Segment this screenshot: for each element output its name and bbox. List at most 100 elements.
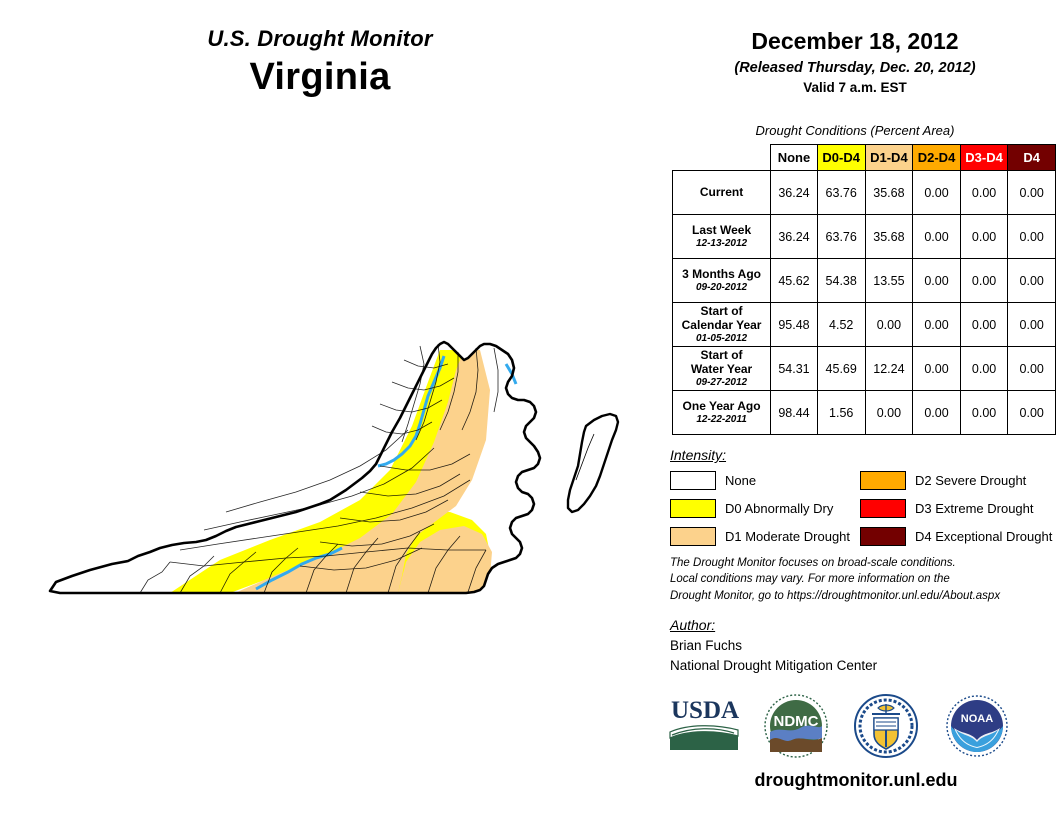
table-body: Current 36.24 63.76 35.68 0.00 0.00 0.00 Last W… xyxy=(671,170,1056,435)
legend-column-left: None D0 Abnormally Dry D1 Moderate Drought xyxy=(670,468,850,552)
column-header-d3: D3-D4 xyxy=(959,144,1009,171)
table-cell: 98.44 xyxy=(770,390,818,435)
table-cell: 4.52 xyxy=(816,302,866,347)
table-cell: 12.24 xyxy=(864,346,914,391)
report-header: December 18, 2012 (Released Thursday, De… xyxy=(666,28,1044,95)
row-date: 12-22-2011 xyxy=(696,414,747,426)
table-cell: 0.00 xyxy=(864,390,914,435)
table-corner-cell xyxy=(673,145,771,171)
disclaimer-line-3: Drought Monitor, go to https://droughtmo… xyxy=(670,589,1001,602)
table-cell: 45.69 xyxy=(816,346,866,391)
map-region-d1 xyxy=(235,350,492,593)
row-label: Current xyxy=(671,170,772,215)
table-row: 3 Months Ago 09-20-2012 45.62 54.38 13.55 0.0… xyxy=(671,258,1056,303)
table-row: Current 36.24 63.76 35.68 0.00 0.00 0.00 xyxy=(671,170,1056,215)
row-date: 01-05-2012 xyxy=(695,333,748,345)
table-cell: 63.76 xyxy=(816,170,866,215)
table-cell: 45.62 xyxy=(770,258,818,303)
legend-swatch xyxy=(860,470,906,490)
table-cell: 0.00 xyxy=(959,170,1009,215)
legend-item: D4 Exceptional Drought xyxy=(860,524,1052,548)
ndmc-logo: NDMC xyxy=(762,692,830,765)
row-label: One Year Ago 12-22-2011 xyxy=(671,390,772,435)
table-cell: 54.38 xyxy=(816,258,866,303)
legend-label: D4 Exceptional Drought xyxy=(915,528,1053,544)
legend-item: D2 Severe Drought xyxy=(860,468,1052,492)
legend-label: D2 Severe Drought xyxy=(915,472,1027,488)
table-row: Start of Calendar Year 01-05-2012 95.48 4.52… xyxy=(671,302,1056,347)
table-cell: 0.00 xyxy=(959,346,1009,391)
legend-column-right: D2 Severe Drought D3 Extreme Drought D4 Ex… xyxy=(860,468,1052,552)
table-header-row: None D0-D4 D1-D4 D2-D4 D3-D4 D4 xyxy=(673,144,1056,171)
legend-swatch xyxy=(670,498,716,518)
legend-swatch xyxy=(860,526,906,546)
usda-logo: USDA xyxy=(668,692,742,759)
row-label: Last Week 12-13-2012 xyxy=(671,214,772,259)
program-title: U.S. Drought Monitor xyxy=(207,26,433,51)
map-state-outline xyxy=(48,340,542,595)
author-name: Brian Fuchs xyxy=(670,638,743,653)
table-cell: 13.55 xyxy=(864,258,914,303)
legend-item: D1 Moderate Drought xyxy=(670,524,850,548)
legend-item: D0 Abnormally Dry xyxy=(670,496,850,520)
table-caption: Drought Conditions (Percent Area) xyxy=(755,123,955,138)
table-cell: 0.00 xyxy=(912,170,961,215)
map-eastern-shore xyxy=(566,412,620,514)
usdc-seal-logo xyxy=(852,692,920,765)
svg-text:USDA: USDA xyxy=(671,697,739,724)
table-row: Start of Water Year 09-27-2012 54.31 45.69 12… xyxy=(671,346,1056,391)
state-title: Virginia xyxy=(249,56,391,98)
drought-map xyxy=(20,330,660,610)
table-cell: 0.00 xyxy=(864,302,914,347)
legend-label: None xyxy=(725,472,757,488)
row-label: 3 Months Ago 09-20-2012 xyxy=(671,258,772,303)
row-label: Start of Calendar Year 01-05-2012 xyxy=(671,302,772,347)
row-date: 09-27-2012 xyxy=(695,377,748,389)
table-cell: 1.56 xyxy=(816,390,866,435)
intensity-heading: Intensity: xyxy=(670,447,727,463)
drought-conditions-table: None D0-D4 D1-D4 D2-D4 D3-D4 D4 Current 3… xyxy=(671,144,1056,435)
legend-swatch xyxy=(670,526,716,546)
author-affiliation: National Drought Mitigation Center xyxy=(670,657,878,673)
table-cell: 0.00 xyxy=(959,258,1009,303)
table-cell: 0.00 xyxy=(1007,302,1056,347)
table-cell: 0.00 xyxy=(912,214,961,259)
map-county-lines xyxy=(139,343,499,594)
legend-label: D3 Extreme Drought xyxy=(915,500,1034,516)
table-cell: 63.76 xyxy=(816,214,866,259)
table-cell: 54.31 xyxy=(770,346,818,391)
table-cell: 0.00 xyxy=(1007,258,1056,303)
table-cell: 0.00 xyxy=(959,390,1009,435)
column-header-d0: D0-D4 xyxy=(816,144,866,171)
issue-date: December 18, 2012 xyxy=(751,28,959,54)
table-cell: 36.24 xyxy=(770,170,818,215)
table-cell: 0.00 xyxy=(959,214,1009,259)
column-header-d2: D2-D4 xyxy=(912,144,961,171)
author-block: Brian Fuchs National Drought Mitigation … xyxy=(670,636,877,676)
logo-row: USDA NDMC xyxy=(666,692,1046,764)
disclaimer-text: The Drought Monitor focuses on broad-sca… xyxy=(670,555,1048,604)
legend-swatch xyxy=(860,498,906,518)
svg-text:NDMC: NDMC xyxy=(774,713,819,730)
table-cell: 0.00 xyxy=(912,302,961,347)
table-cell: 0.00 xyxy=(1007,390,1056,435)
table-cell: 0.00 xyxy=(912,390,961,435)
legend-swatch xyxy=(670,470,716,490)
table-row: One Year Ago 12-22-2011 98.44 1.56 0.00 0.00 0… xyxy=(671,390,1056,435)
legend-label: D0 Abnormally Dry xyxy=(725,500,834,516)
release-date: (Released Thursday, Dec. 20, 2012) xyxy=(734,60,976,76)
table-row: Last Week 12-13-2012 36.24 63.76 35.68 0.00 0.… xyxy=(671,214,1056,259)
column-header-d1: D1-D4 xyxy=(864,144,914,171)
column-header-d4: D4 xyxy=(1007,144,1056,171)
table-cell: 36.24 xyxy=(770,214,818,259)
legend-item: D3 Extreme Drought xyxy=(860,496,1052,520)
map-title-block: U.S. Drought Monitor Virginia xyxy=(0,26,640,99)
table-cell: 0.00 xyxy=(1007,214,1056,259)
valid-time: Valid 7 a.m. EST xyxy=(803,80,907,95)
table-cell: 0.00 xyxy=(912,258,961,303)
table-cell: 0.00 xyxy=(1007,346,1056,391)
author-heading: Author: xyxy=(670,617,716,633)
legend-item: None xyxy=(670,468,850,492)
table-cell: 35.68 xyxy=(864,214,914,259)
column-header-none: None xyxy=(770,144,818,171)
